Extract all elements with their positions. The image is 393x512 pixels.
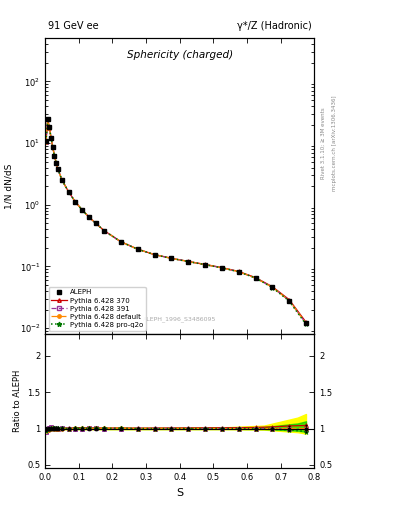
Text: 91 GeV ee: 91 GeV ee (48, 21, 99, 31)
Y-axis label: 1/N dN/dS: 1/N dN/dS (5, 163, 14, 209)
Text: γ*/Z (Hadronic): γ*/Z (Hadronic) (237, 21, 312, 31)
Text: mcplots.cern.ch [arXiv:1306.3436]: mcplots.cern.ch [arXiv:1306.3436] (332, 96, 337, 191)
Text: ALEPH_1996_S3486095: ALEPH_1996_S3486095 (143, 316, 217, 322)
Text: Rivet 3.1.10; ≥ 3M events: Rivet 3.1.10; ≥ 3M events (320, 108, 325, 179)
Legend: ALEPH, Pythia 6.428 370, Pythia 6.428 391, Pythia 6.428 default, Pythia 6.428 pr: ALEPH, Pythia 6.428 370, Pythia 6.428 39… (49, 287, 145, 331)
Y-axis label: Ratio to ALEPH: Ratio to ALEPH (13, 370, 22, 433)
X-axis label: S: S (176, 488, 184, 498)
Text: Sphericity (charged): Sphericity (charged) (127, 50, 233, 60)
